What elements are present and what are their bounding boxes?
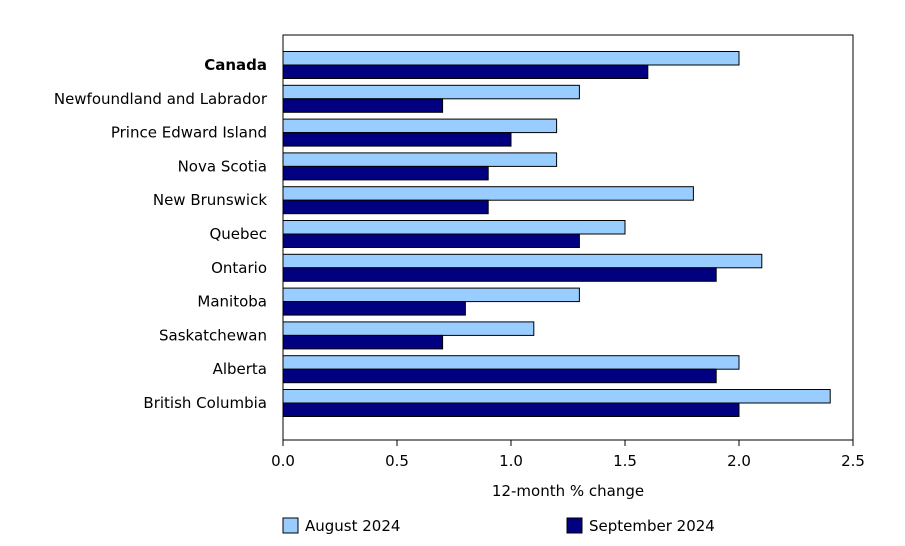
category-label: Canada [204, 56, 267, 74]
category-label: Prince Edward Island [111, 124, 267, 142]
legend: August 2024 September 2024 [282, 517, 715, 535]
bar-september-1 [282, 98, 444, 113]
legend-label-1: September 2024 [589, 517, 715, 535]
legend-swatch-0 [282, 517, 299, 534]
x-tick-label: 0.0 [271, 452, 295, 470]
x-axis-ticks: 0.0 0.5 1.0 1.5 2.0 2.5 [271, 440, 865, 470]
bar-september-7 [282, 301, 466, 316]
bar-august-8 [282, 321, 535, 336]
category-label: Nova Scotia [178, 157, 267, 175]
bar-september-5 [282, 233, 580, 248]
bar-august-3 [282, 152, 558, 167]
legend-swatch-1 [566, 517, 583, 534]
bar-august-4 [282, 186, 694, 201]
bar-august-10 [282, 389, 831, 404]
category-label: Ontario [211, 259, 267, 277]
category-label: Alberta [213, 360, 267, 378]
bar-september-0 [282, 64, 649, 79]
bar-august-6 [282, 253, 763, 269]
bar-september-10 [282, 402, 740, 417]
category-label: New Brunswick [153, 191, 267, 209]
x-tick-label: 2.5 [841, 452, 865, 470]
legend-label-0: August 2024 [305, 517, 400, 535]
category-labels: Canada Newfoundland and Labrador Prince Ed… [54, 56, 268, 412]
bar-september-3 [282, 165, 489, 181]
bar-august-9 [282, 355, 740, 370]
bar-august-2 [282, 118, 558, 134]
bar-september-6 [282, 267, 717, 282]
x-axis-title: 12-month % change [492, 482, 644, 500]
x-tick-label: 0.5 [385, 452, 409, 470]
bar-september-2 [282, 132, 512, 147]
bar-september-4 [282, 199, 489, 215]
category-label: Saskatchewan [159, 326, 267, 344]
category-label: Newfoundland and Labrador [54, 90, 268, 108]
category-label: British Columbia [143, 394, 267, 412]
category-label: Quebec [209, 225, 267, 243]
x-tick-label: 2.0 [727, 452, 751, 470]
bar-august-7 [282, 287, 580, 303]
bar-september-9 [282, 368, 717, 384]
bar-august-1 [282, 84, 580, 100]
bar-september-8 [282, 334, 444, 350]
x-tick-label: 1.5 [613, 452, 637, 470]
bar-august-0 [282, 51, 740, 66]
plot-frame [282, 34, 854, 441]
category-label: Manitoba [197, 293, 267, 311]
bars-group [282, 51, 831, 417]
bar-august-5 [282, 220, 626, 235]
x-tick-label: 1.0 [499, 452, 523, 470]
